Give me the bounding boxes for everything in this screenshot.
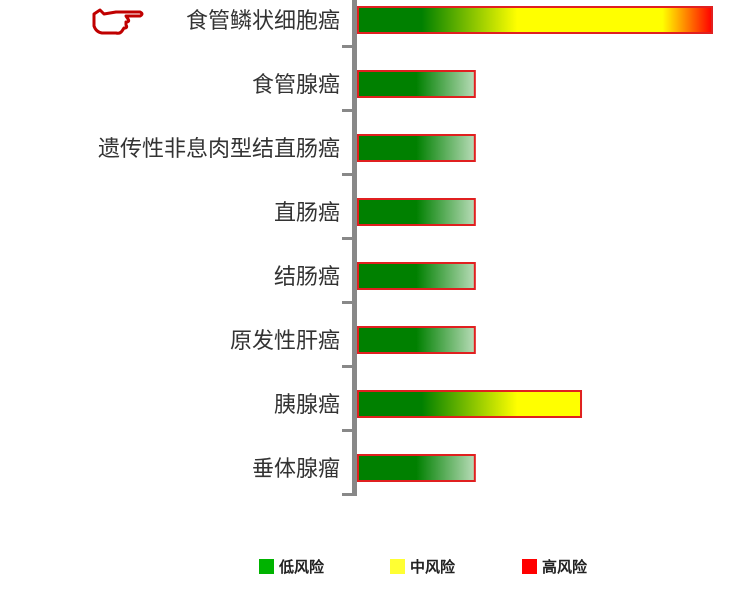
category-label: 胰腺癌: [274, 393, 340, 418]
category-label: 原发性肝癌: [230, 329, 340, 354]
axis-tick: [342, 237, 354, 240]
axis-tick: [342, 365, 354, 368]
bar: [357, 326, 476, 354]
axis-tick: [342, 173, 354, 176]
category-label: 直肠癌: [274, 201, 340, 226]
legend-swatch: [259, 559, 274, 574]
category-label: 食管腺癌: [252, 73, 340, 98]
legend-label: 高风险: [542, 558, 588, 576]
pointing-hand-icon: [92, 8, 144, 35]
bar: [357, 390, 583, 418]
legend-swatch: [522, 559, 537, 574]
bar: [357, 262, 476, 290]
category-label: 食管鳞状细胞癌: [186, 9, 340, 34]
legend-swatch: [390, 559, 405, 574]
y-axis: [352, 0, 357, 496]
bar: [357, 454, 476, 482]
legend-label: 中风险: [410, 558, 456, 576]
axis-tick: [342, 45, 354, 48]
category-label: 垂体腺瘤: [252, 457, 340, 482]
legend-label: 低风险: [279, 558, 325, 576]
legend-item-low: 低风险: [259, 556, 324, 577]
category-label: 遗传性非息肉型结直肠癌: [98, 137, 340, 162]
axis-tick: [342, 109, 354, 112]
axis-tick: [342, 301, 354, 304]
axis-tick: [342, 429, 354, 432]
axis-tick: [342, 493, 354, 496]
bar: [357, 6, 713, 34]
category-label: 结肠癌: [274, 265, 340, 290]
bar: [357, 70, 476, 98]
bar: [357, 134, 476, 162]
bar: [357, 198, 476, 226]
legend-item-high: 高风险: [522, 556, 587, 577]
legend: 低风险 中风险 高风险: [0, 556, 749, 576]
legend-item-medium: 中风险: [390, 556, 455, 577]
